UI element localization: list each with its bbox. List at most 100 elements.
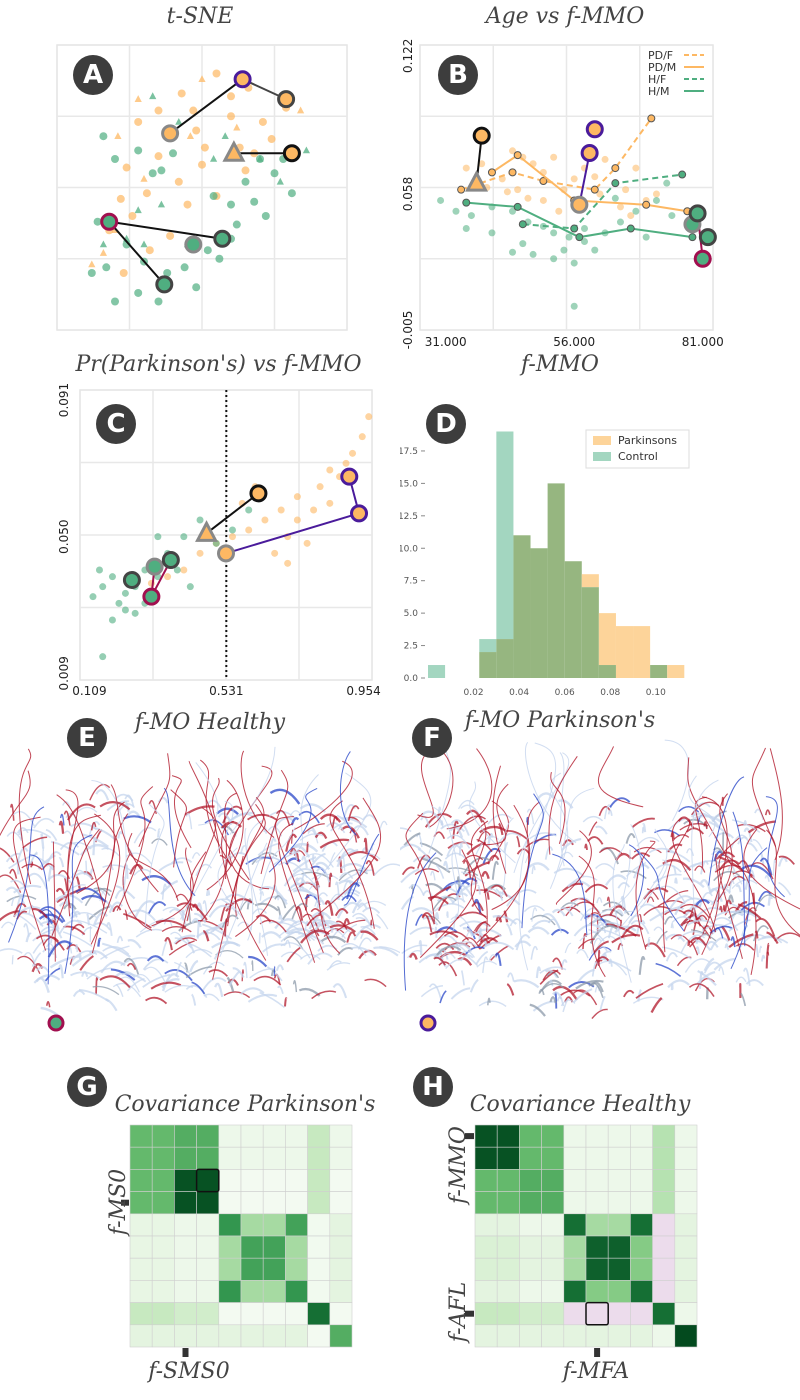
parkinsons-brain-fiber bbox=[401, 944, 428, 955]
prob-point bbox=[316, 483, 324, 491]
healthy-brain-fiber bbox=[206, 779, 244, 891]
healthy-brain-fiber bbox=[90, 821, 97, 831]
parkinsons-brain-fiber bbox=[433, 956, 446, 966]
age-point bbox=[452, 207, 460, 215]
parkinsons-brain-fiber bbox=[635, 840, 656, 950]
healthy-brain-fiber bbox=[275, 816, 324, 954]
parkinsons-brain-fiber bbox=[483, 783, 509, 846]
tsne-highlight-point bbox=[282, 144, 301, 163]
healthy-brain-fiber bbox=[229, 826, 270, 890]
parkinsons-brain-fiber bbox=[494, 952, 502, 967]
parkinsons-brain-fiber bbox=[550, 771, 566, 845]
covariance-parkinsons-heatmap: f-MS0 f-SMS0 bbox=[106, 1124, 353, 1384]
healthy-brain-fiber bbox=[49, 955, 80, 969]
parkinsons-brain-fiber bbox=[644, 942, 666, 958]
parkinsons-brain-fiber bbox=[562, 997, 570, 1013]
healthy-brain-fiber bbox=[142, 958, 169, 971]
age-point bbox=[570, 175, 578, 183]
parkinsons-brain-fiber bbox=[587, 836, 604, 845]
hist-xtick-label: 0.10 bbox=[646, 688, 666, 698]
parkinsons-brain-fiber bbox=[705, 940, 719, 948]
healthy-brain-fiber bbox=[136, 973, 151, 982]
cov-h-cell bbox=[585, 1146, 609, 1170]
tsne-point bbox=[186, 132, 194, 139]
healthy-brain-fiber bbox=[22, 828, 52, 839]
age-point bbox=[591, 246, 599, 254]
prob-xtick-label: 0.954 bbox=[346, 684, 380, 698]
parkinsons-brain-fiber bbox=[609, 797, 631, 808]
parkinsons-brain-fiber bbox=[491, 800, 510, 862]
age-point bbox=[550, 255, 558, 263]
cov-pd-cell bbox=[151, 1280, 175, 1303]
prob-point bbox=[245, 526, 253, 534]
prob-point bbox=[358, 433, 366, 441]
parkinsons-brain-fiber bbox=[719, 905, 723, 913]
prob-point bbox=[349, 449, 357, 457]
parkinsons-brain-fiber bbox=[691, 801, 720, 816]
parkinsons-brain-fiber bbox=[482, 956, 489, 973]
healthy-brain-fiber bbox=[278, 861, 308, 879]
age-point bbox=[652, 196, 660, 204]
hist-ytick-label: 12.5 bbox=[400, 512, 418, 522]
parkinsons-brain-fiber bbox=[414, 868, 440, 875]
parkinsons-brain-fiber bbox=[637, 988, 642, 1002]
healthy-brain-fiber bbox=[31, 952, 42, 967]
parkinsons-brain-fiber bbox=[551, 908, 566, 917]
tsne-highlight-point bbox=[233, 70, 252, 89]
parkinsons-brain-fiber bbox=[766, 942, 770, 954]
parkinsons-brain-fiber bbox=[724, 943, 730, 950]
cov-h-cell bbox=[585, 1235, 609, 1259]
healthy-brain-fiber bbox=[365, 860, 375, 876]
prob-link-line bbox=[225, 512, 360, 555]
healthy-brain-fiber bbox=[63, 830, 74, 839]
parkinsons-brain-fiber bbox=[403, 852, 437, 991]
healthy-brain-fiber bbox=[170, 789, 187, 868]
parkinsons-brain-fiber bbox=[621, 924, 644, 938]
healthy-brain-fiber bbox=[126, 962, 137, 971]
age-highlight-point bbox=[570, 195, 589, 214]
age-trend-point bbox=[688, 233, 697, 242]
parkinsons-brain-fiber bbox=[688, 775, 716, 838]
healthy-brain-fiber bbox=[191, 993, 197, 1006]
cov-h-cell bbox=[563, 1213, 587, 1237]
parkinsons-brain-fiber bbox=[403, 832, 421, 847]
healthy-brain-fiber bbox=[76, 919, 108, 934]
healthy-brain-fiber bbox=[259, 827, 296, 895]
tsne-point bbox=[227, 92, 235, 101]
age-highlight-point bbox=[688, 204, 707, 223]
parkinsons-brain-fiber bbox=[700, 860, 709, 875]
badge-f: F bbox=[412, 718, 452, 758]
cov-h-cell bbox=[519, 1280, 542, 1303]
cov-pd-cell bbox=[262, 1191, 286, 1215]
healthy-brain-fiber bbox=[363, 837, 368, 853]
healthy-brain-fiber bbox=[362, 906, 381, 914]
healthy-brain-fiber bbox=[144, 803, 165, 929]
parkinsons-brain-fiber bbox=[680, 912, 697, 927]
parkinsons-brain-fiber bbox=[735, 884, 742, 893]
parkinsons-brain-fiber bbox=[778, 856, 788, 867]
parkinsons-brain-fiber bbox=[433, 903, 465, 912]
healthy-brain-fiber bbox=[188, 760, 221, 854]
cov-h-cell bbox=[674, 1257, 698, 1281]
healthy-brain-fiber bbox=[76, 801, 125, 894]
parkinsons-brain-fiber bbox=[732, 875, 743, 885]
cov-pd-selected-cell bbox=[195, 1168, 220, 1193]
healthy-brain-fiber bbox=[94, 922, 111, 931]
healthy-brain-fiber bbox=[84, 887, 112, 907]
prob-point bbox=[245, 506, 253, 514]
age-trend-point bbox=[611, 164, 620, 173]
brain-tractography-parkinsons bbox=[400, 739, 800, 1032]
badge-b: B bbox=[438, 55, 478, 95]
parkinsons-brain-fiber bbox=[503, 910, 509, 923]
age-point bbox=[514, 186, 522, 194]
cov-h-cell bbox=[474, 1169, 498, 1192]
healthy-brain-fiber bbox=[22, 836, 48, 849]
tsne-point bbox=[99, 132, 108, 141]
healthy-brain-fiber bbox=[135, 928, 163, 938]
healthy-brain-fiber bbox=[318, 797, 382, 915]
age-point bbox=[632, 164, 640, 172]
cov-h-cell bbox=[652, 1280, 676, 1303]
panel-c-title: Pr(Parkinson's) vs f-MMO bbox=[75, 352, 362, 377]
healthy-brain-fiber bbox=[33, 817, 55, 829]
healthy-brain-fiber bbox=[161, 883, 167, 900]
